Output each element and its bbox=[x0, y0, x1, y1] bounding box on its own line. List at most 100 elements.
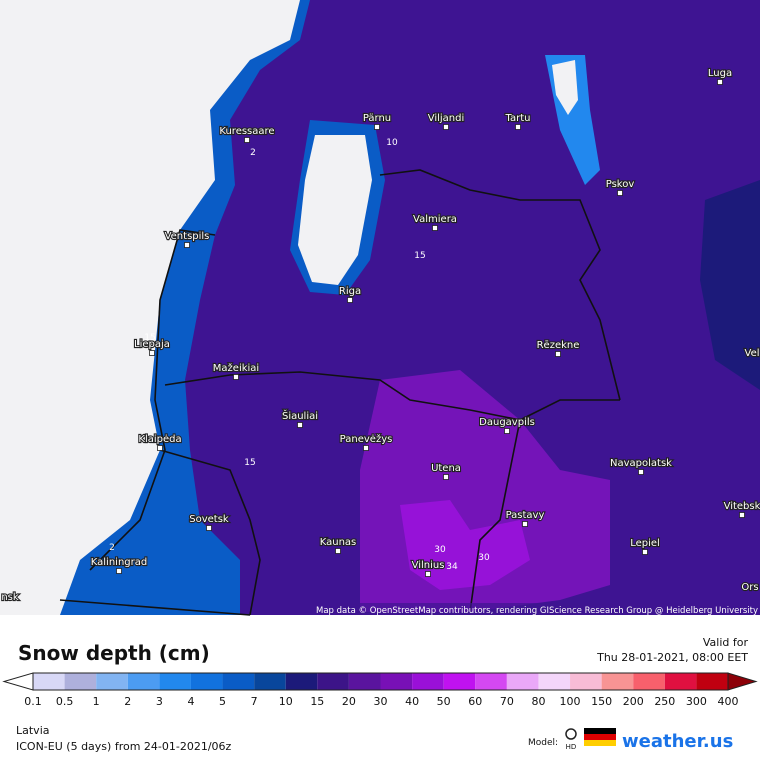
city-marker bbox=[149, 350, 155, 356]
scale-label: 5 bbox=[219, 695, 226, 708]
scale-label: 0.5 bbox=[56, 695, 74, 708]
region: Latvia bbox=[16, 724, 50, 737]
city-label: Viljandi bbox=[428, 113, 465, 124]
contour-label: 15 bbox=[144, 333, 155, 343]
scale-label: 30 bbox=[374, 695, 388, 708]
lake-ice bbox=[552, 60, 578, 115]
legend-title: Snow depth (cm) bbox=[18, 641, 210, 665]
flag-gold bbox=[584, 740, 616, 746]
search-icon bbox=[565, 728, 577, 740]
scale-swatch bbox=[96, 673, 128, 690]
coastline bbox=[89, 229, 216, 571]
border bbox=[59, 599, 251, 616]
contour-label: 15 bbox=[414, 251, 425, 261]
city-label: Riga bbox=[339, 286, 361, 297]
city-label: Sovetsk bbox=[189, 514, 229, 525]
city-marker bbox=[432, 225, 438, 231]
valid-label: Valid for bbox=[703, 636, 749, 649]
city-marker bbox=[157, 445, 163, 451]
map: Kuressaare Pärnu Viljandi Tartu Luga Pskov Val… bbox=[0, 0, 760, 616]
scale-swatch bbox=[285, 673, 318, 690]
snow-area-30 bbox=[400, 500, 530, 590]
city-label: Vel bbox=[745, 348, 760, 359]
snow-area-east bbox=[700, 180, 760, 390]
scale-arrow-right bbox=[727, 672, 758, 691]
city-label: Ors bbox=[741, 582, 758, 593]
city-label: Kaunas bbox=[320, 537, 357, 548]
border bbox=[164, 371, 620, 421]
city-label: Utena bbox=[431, 463, 461, 474]
flag-red bbox=[584, 734, 616, 740]
city-marker bbox=[515, 124, 521, 130]
contour-label: 2 bbox=[250, 148, 256, 158]
scale-swatch bbox=[412, 673, 444, 690]
brand: weather.us bbox=[622, 731, 733, 752]
city-label: Panevėžys bbox=[340, 433, 393, 445]
scale-swatch bbox=[601, 673, 634, 690]
scale-label: 2 bbox=[124, 695, 131, 708]
scale-swatch bbox=[159, 673, 191, 690]
scale-swatch bbox=[254, 673, 286, 690]
city-label: Šiauliai bbox=[282, 409, 318, 422]
city-marker bbox=[233, 374, 239, 380]
scale-label: 15 bbox=[310, 695, 324, 708]
attribution-bg bbox=[336, 603, 760, 615]
scale-swatch bbox=[633, 673, 665, 690]
city-marker bbox=[443, 474, 449, 480]
scale-label: 40 bbox=[405, 695, 419, 708]
contour-label: 2 bbox=[109, 543, 115, 553]
contour-label: 30 bbox=[434, 545, 446, 555]
scale-swatch bbox=[33, 673, 65, 690]
scale-label: 50 bbox=[437, 695, 451, 708]
contour-label: 34 bbox=[446, 562, 458, 572]
attribution: Map data © OpenStreetMap contributors, r… bbox=[316, 606, 758, 616]
scale-label: 300 bbox=[686, 695, 707, 708]
city-label: Navapolatsk bbox=[610, 458, 672, 469]
city-marker bbox=[638, 469, 644, 475]
city-label: Vilnius bbox=[412, 560, 445, 571]
city-label: Valmiera bbox=[413, 214, 457, 225]
scale-swatch bbox=[475, 673, 507, 690]
city-marker bbox=[522, 521, 528, 527]
scale-label: 80 bbox=[531, 695, 545, 708]
city-label: Rēzekne bbox=[537, 340, 580, 351]
city-label: Ventspils bbox=[165, 231, 210, 242]
scale-swatch bbox=[538, 673, 571, 690]
scale-label: 70 bbox=[500, 695, 514, 708]
city-label: Liepaja bbox=[134, 339, 170, 350]
scale-label: 4 bbox=[187, 695, 194, 708]
border bbox=[379, 169, 621, 401]
scale-swatch bbox=[570, 673, 602, 690]
scale-swatch bbox=[696, 673, 728, 690]
scale-swatch bbox=[317, 673, 349, 690]
scale-label: 100 bbox=[560, 695, 581, 708]
color-scale: 0.1 0.5 1 2 3 4 5 7 10 15 20 30 40 50 60 70 80 100 150 200 2… bbox=[2, 672, 758, 708]
city-labels: Kuressaare Pärnu Viljandi Tartu Luga Pskov Val… bbox=[0, 67, 760, 604]
city-marker bbox=[425, 571, 431, 577]
city-label: Pärnu bbox=[363, 113, 391, 124]
scale-swatch bbox=[222, 673, 255, 690]
city-marker bbox=[347, 297, 353, 303]
city-marker bbox=[335, 548, 341, 554]
city-marker bbox=[184, 242, 190, 248]
city-marker bbox=[642, 549, 648, 555]
scale-label: 7 bbox=[251, 695, 258, 708]
contour-label: 10 bbox=[386, 138, 398, 148]
city-marker bbox=[717, 79, 723, 85]
scale-swatch bbox=[64, 673, 97, 690]
scale-swatch bbox=[348, 673, 381, 690]
border bbox=[469, 419, 521, 613]
city-marker bbox=[555, 351, 561, 357]
city-label: Vitebsk bbox=[724, 501, 760, 512]
city-marker bbox=[443, 124, 449, 130]
scale-swatch bbox=[127, 673, 160, 690]
scale-swatch bbox=[443, 673, 476, 690]
city-label: Lepiel bbox=[630, 538, 660, 549]
city-marker bbox=[116, 568, 122, 574]
scale-label: 3 bbox=[156, 695, 163, 708]
gulf-of-riga bbox=[298, 135, 372, 285]
scale-swatch bbox=[190, 673, 223, 690]
borders bbox=[59, 169, 621, 616]
